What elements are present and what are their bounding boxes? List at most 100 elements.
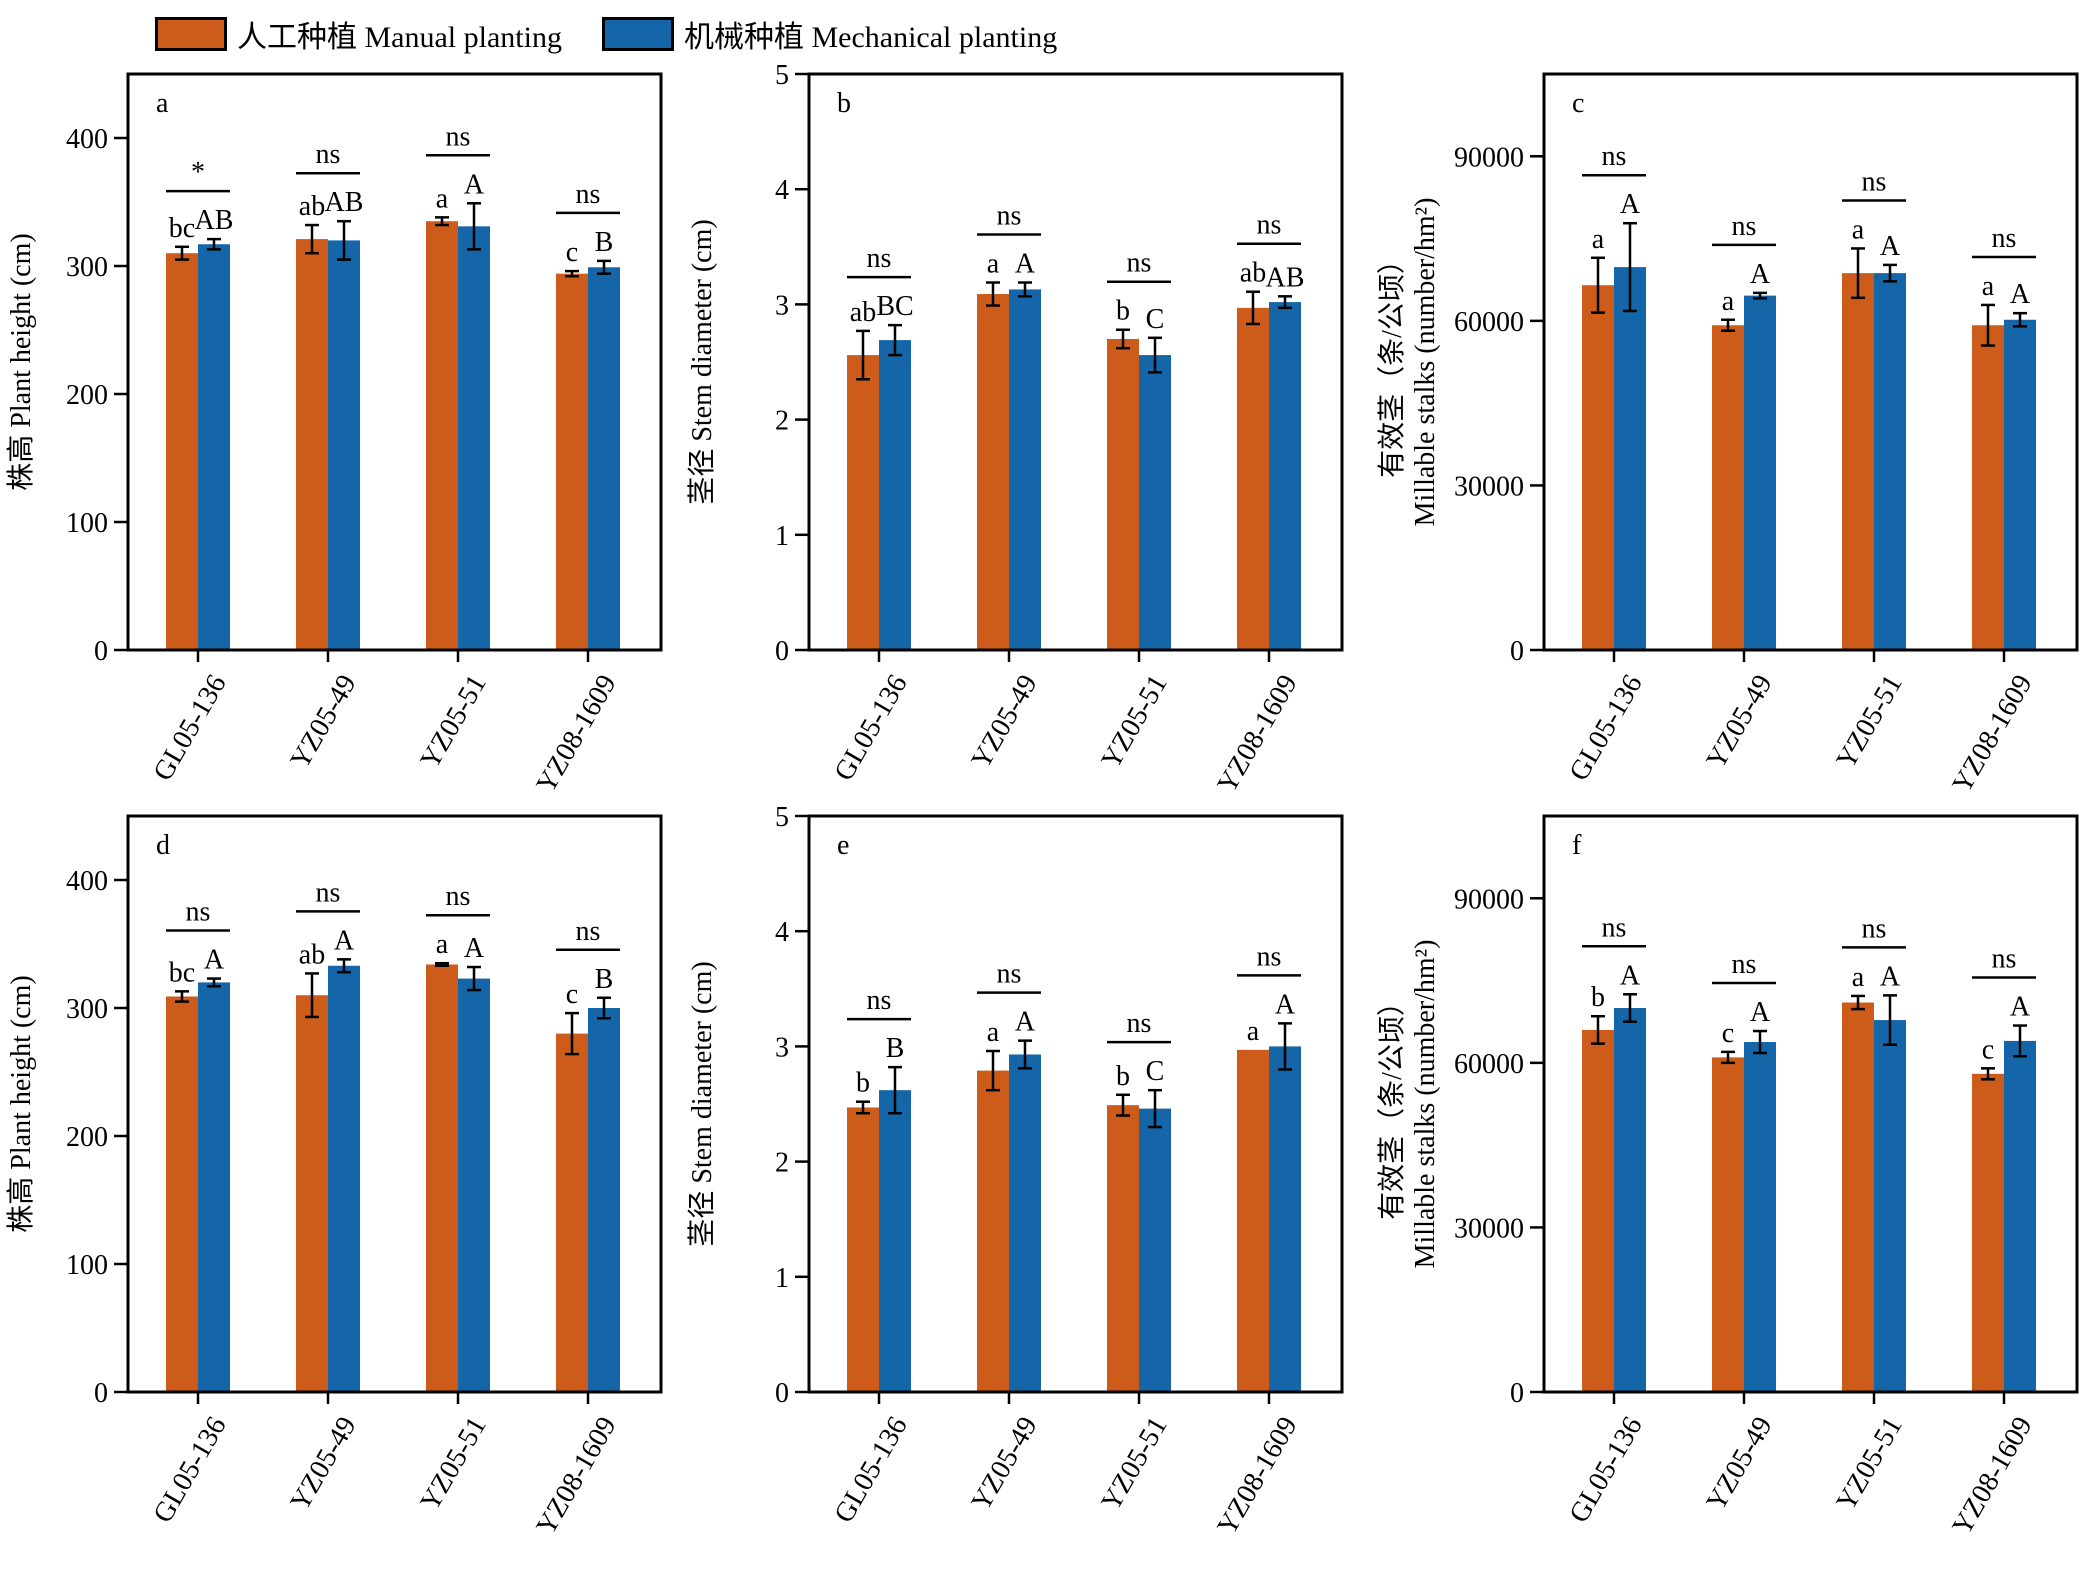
bar — [879, 1090, 911, 1392]
significance-letter: c — [566, 979, 578, 1010]
x-tick-label: YZ05-51 — [1096, 1412, 1174, 1516]
significance-letter: bc — [169, 213, 195, 244]
bar — [426, 221, 458, 650]
y-tick-label: 1 — [775, 1263, 789, 1294]
bar — [198, 982, 230, 1392]
y-axis-label-cn: 有效茎（条/公顷） — [1376, 246, 1408, 478]
significance-letter: a — [1247, 1016, 1260, 1047]
significance-letter: A — [464, 169, 485, 200]
significance-letter: c — [1722, 1018, 1734, 1049]
significance-letter: a — [436, 183, 449, 214]
legend-label-mechanical: 机械种植 Mechanical planting — [683, 21, 1058, 54]
bar — [1712, 1057, 1744, 1392]
significance-mark: ns — [1992, 944, 2017, 975]
significance-letter: A — [334, 925, 355, 956]
significance-letter: A — [204, 945, 225, 976]
x-tick-label: GL05-136 — [148, 1412, 233, 1529]
significance-mark: ns — [1862, 913, 1887, 944]
significance-letter: A — [1620, 189, 1641, 220]
x-tick-label: YZ05-49 — [285, 670, 363, 774]
y-tick-label: 1 — [775, 521, 789, 552]
plot-frame — [1542, 72, 2079, 652]
significance-letter: a — [987, 1017, 1000, 1048]
bar — [1842, 1002, 1874, 1392]
x-tick-label: YZ05-49 — [285, 1412, 363, 1516]
significance-letter: BC — [876, 291, 913, 322]
bar — [1972, 1073, 2004, 1392]
significance-letter: ab — [1240, 258, 1266, 289]
significance-letter: AB — [325, 187, 364, 218]
significance-letter: A — [1750, 997, 1771, 1028]
bar — [1237, 307, 1269, 650]
bar — [1139, 1108, 1171, 1392]
significance-letter: b — [856, 1068, 870, 1099]
bar — [166, 996, 198, 1392]
y-tick-label: 4 — [775, 175, 789, 206]
significance-mark: ns — [867, 243, 892, 274]
significance-mark: ns — [446, 881, 471, 912]
y-tick-label: 400 — [66, 124, 108, 155]
y-tick-label: 0 — [1510, 636, 1524, 667]
y-tick-label: 90000 — [1454, 142, 1524, 173]
x-tick-label: YZ08-1609 — [1947, 670, 2039, 799]
legend-item-mechanical[interactable]: 机械种植 Mechanical planting — [601, 12, 1058, 56]
y-axis-label: 茎径 Stem diameter (cm) — [686, 219, 718, 504]
significance-mark: ns — [1732, 211, 1757, 242]
y-tick-label: 5 — [775, 60, 789, 91]
bar — [296, 995, 328, 1392]
significance-letter: ab — [299, 939, 325, 970]
bar — [879, 340, 911, 650]
x-tick-label: YZ05-49 — [966, 1412, 1044, 1516]
significance-letter: A — [1015, 249, 1036, 280]
bar — [1269, 1046, 1301, 1392]
significance-letter: C — [1146, 304, 1165, 335]
y-tick-label: 300 — [66, 252, 108, 283]
chart-panel-c: 0300006000090000aAnsGL05-136aAnsYZ05-49a… — [1376, 72, 2079, 799]
bar — [328, 965, 360, 1392]
significance-mark: ns — [1127, 248, 1152, 279]
significance-mark: ns — [867, 985, 892, 1016]
significance-mark: ns — [576, 916, 601, 947]
significance-letter: B — [595, 964, 614, 995]
bar — [426, 964, 458, 1392]
significance-letter: A — [464, 933, 485, 964]
significance-letter: a — [1852, 214, 1865, 245]
significance-letter: b — [1116, 296, 1130, 327]
significance-letter: A — [2010, 279, 2031, 310]
bar — [1614, 1008, 1646, 1392]
significance-letter: A — [1275, 989, 1296, 1020]
significance-letter: A — [1880, 961, 1901, 992]
x-tick-label: YZ05-49 — [1701, 670, 1779, 774]
significance-mark: ns — [997, 959, 1022, 990]
significance-mark: ns — [186, 897, 211, 928]
significance-letter: c — [1982, 1034, 1994, 1065]
bar — [556, 273, 588, 650]
bar — [588, 1008, 620, 1392]
x-tick-label: GL05-136 — [148, 670, 233, 787]
significance-letter: AB — [195, 205, 234, 236]
panel-letter: b — [837, 88, 851, 119]
bar — [166, 253, 198, 650]
x-tick-label: YZ05-49 — [966, 670, 1044, 774]
significance-letter: A — [1880, 231, 1901, 262]
y-axis-label-cn: 有效茎（条/公顷） — [1376, 988, 1408, 1220]
bar — [1582, 1029, 1614, 1392]
y-tick-label: 60000 — [1454, 307, 1524, 338]
significance-letter: a — [1722, 286, 1735, 317]
y-axis-label: Millable stalks (number/hm²) — [1410, 198, 1441, 527]
legend-item-manual[interactable]: 人工种植 Manual planting — [155, 12, 562, 56]
bar — [1139, 355, 1171, 650]
y-tick-label: 0 — [775, 1378, 789, 1409]
significance-mark: ns — [1257, 941, 1282, 972]
y-tick-label: 90000 — [1454, 884, 1524, 915]
bar — [1744, 1042, 1776, 1392]
panel-letter: f — [1572, 830, 1582, 861]
bar — [1009, 289, 1041, 650]
bar — [977, 1070, 1009, 1392]
significance-mark: ns — [1732, 949, 1757, 980]
significance-mark: ns — [1127, 1008, 1152, 1039]
